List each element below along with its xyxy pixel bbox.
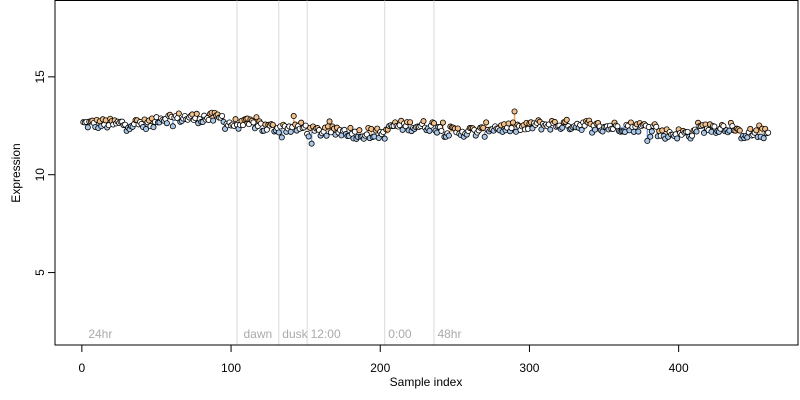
x-tick-label: 400 [669,361,689,375]
data-point [193,110,200,117]
data-point [538,126,545,133]
data-point [674,135,681,142]
data-point [753,127,760,134]
data-point [84,124,91,131]
data-point [250,119,257,126]
data-point [644,137,651,144]
data-point [684,128,691,135]
data-point [381,135,388,142]
x-tick-label: 100 [221,361,241,375]
data-point [163,120,170,127]
data-point [269,121,276,128]
data-point [278,134,285,141]
data-point [701,129,708,136]
x-tick-label: 300 [519,361,539,375]
y-axis-label: Expression [9,143,23,202]
group-labels: 24hr dawn dusk 12:00 0:00 48hr [88,327,461,341]
data-point [547,126,554,133]
data-point [736,127,743,134]
data-point [308,140,315,147]
data-point [290,113,297,120]
y-tick-label: 10 [33,168,47,182]
y-tick-label: 5 [33,269,47,276]
data-point [693,128,700,135]
data-point [559,124,566,131]
data-point [239,122,246,129]
data-points [80,108,772,147]
plot-frame [54,0,799,346]
data-point [592,126,599,133]
data-point [689,132,696,139]
data-point [439,119,446,126]
data-point [210,117,217,124]
data-point [511,108,518,115]
data-point [150,124,157,131]
group-label-3: 12:00 [311,327,341,341]
data-point [169,123,176,130]
data-point [253,114,260,121]
data-point [635,128,642,135]
data-point [232,116,239,123]
data-point [420,118,427,125]
data-point [711,123,718,130]
data-point [747,125,754,132]
group-separators [236,0,435,345]
y-tick-label: 15 [33,70,47,84]
data-point [219,112,226,119]
data-point [481,133,488,140]
data-point [578,126,585,133]
data-point [375,135,382,142]
data-point [653,123,660,130]
y-axis: 5 10 15 [33,70,56,276]
group-label-4: 0:00 [388,327,412,341]
data-point [445,132,452,139]
data-point [298,119,305,126]
group-label-1: dawn [243,327,272,341]
data-point [508,125,515,132]
data-point [430,120,437,127]
x-axis: 0 100 200 300 400 [79,344,689,375]
data-point [647,133,654,140]
data-point [305,133,312,140]
x-tick-label: 0 [79,361,86,375]
data-point [323,132,330,139]
data-point [143,126,150,133]
data-point [563,116,570,123]
data-point [275,129,282,136]
data-point [356,127,363,134]
x-tick-label: 200 [370,361,390,375]
data-point [347,124,354,131]
data-point [765,129,772,136]
data-point [426,127,433,134]
data-point [760,135,767,142]
x-axis-label: Sample index [390,375,463,389]
data-point [454,125,461,132]
data-point [438,127,445,134]
data-point [326,118,333,125]
data-point [483,119,490,126]
data-point [175,110,182,117]
data-point [407,119,414,126]
group-label-0: 24hr [88,327,112,341]
group-label-5: 48hr [437,327,461,341]
data-point [648,128,655,135]
group-label-2: dusk [282,327,308,341]
